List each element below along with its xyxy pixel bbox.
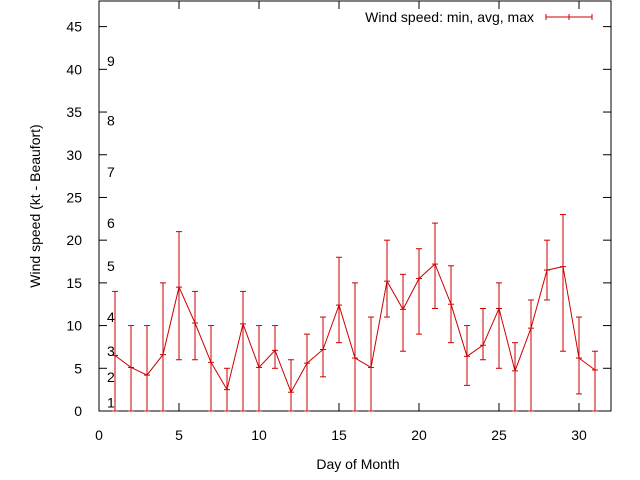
y-tick-label: 20 xyxy=(66,232,82,248)
y-tick-label: 5 xyxy=(74,360,82,376)
y-tick-label: 15 xyxy=(66,275,82,291)
series-group xyxy=(112,214,598,412)
x-tick-label: 20 xyxy=(411,427,427,443)
beaufort-label: 6 xyxy=(107,215,115,231)
x-tick-label: 10 xyxy=(251,427,267,443)
x-axis-label: Day of Month xyxy=(316,456,399,472)
beaufort-label: 9 xyxy=(107,53,115,69)
y-tick-label: 0 xyxy=(74,403,82,419)
y-tick-label: 35 xyxy=(66,104,82,120)
legend-label: Wind speed: min, avg, max xyxy=(365,9,534,25)
beaufort-label: 1 xyxy=(107,394,115,410)
y-tick-label: 25 xyxy=(66,189,82,205)
beaufort-labels: 1 2 3 4 5 6 7 8 9 xyxy=(107,53,115,411)
legend: Wind speed: min, avg, max xyxy=(365,9,593,25)
y-tick-label: 45 xyxy=(66,19,82,35)
beaufort-label: 7 xyxy=(107,164,115,180)
y-axis-label: Wind speed (kt - Beaufort) xyxy=(27,124,43,287)
y-tick-label: 40 xyxy=(66,61,82,77)
x-tick-label: 15 xyxy=(331,427,347,443)
beaufort-label: 2 xyxy=(107,369,115,385)
beaufort-label: 5 xyxy=(107,258,115,274)
beaufort-label: 8 xyxy=(107,113,115,129)
x-tick-label: 5 xyxy=(175,427,183,443)
y-tick-label: 30 xyxy=(66,147,82,163)
x-tick-label: 0 xyxy=(95,427,103,443)
beaufort-label: 3 xyxy=(107,343,115,359)
beaufort-label: 4 xyxy=(107,309,115,325)
y-tick-label: 10 xyxy=(66,318,82,334)
x-tick-label: 25 xyxy=(491,427,507,443)
x-tick-label: 30 xyxy=(571,427,587,443)
data-series xyxy=(112,214,598,412)
